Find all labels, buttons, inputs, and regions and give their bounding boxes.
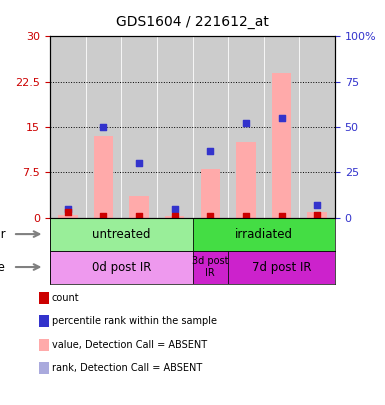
Bar xyxy=(300,36,335,217)
Point xyxy=(278,115,285,121)
Text: percentile rank within the sample: percentile rank within the sample xyxy=(52,316,217,326)
Bar xyxy=(129,196,149,217)
Text: untreated: untreated xyxy=(92,228,151,241)
Bar xyxy=(85,36,121,217)
Point xyxy=(100,213,107,219)
Bar xyxy=(236,142,256,217)
Bar xyxy=(58,215,78,217)
Point xyxy=(243,120,249,127)
Point xyxy=(172,206,178,213)
Point xyxy=(100,124,107,130)
Point xyxy=(243,120,249,127)
Point xyxy=(207,147,213,154)
Bar xyxy=(201,169,220,217)
Bar xyxy=(50,251,192,284)
Bar xyxy=(272,72,291,217)
Point xyxy=(207,213,213,219)
Text: 0d post IR: 0d post IR xyxy=(92,260,151,273)
Point xyxy=(172,213,178,219)
Text: time: time xyxy=(0,260,6,273)
Bar xyxy=(94,136,113,217)
Text: count: count xyxy=(52,293,80,303)
Text: 3d post
IR: 3d post IR xyxy=(192,256,229,278)
Point xyxy=(314,202,320,208)
Bar xyxy=(228,36,264,217)
Text: rank, Detection Call = ABSENT: rank, Detection Call = ABSENT xyxy=(52,363,202,373)
Bar xyxy=(192,36,228,217)
Point xyxy=(243,213,249,219)
Bar xyxy=(228,251,335,284)
Bar xyxy=(307,211,327,217)
Bar xyxy=(50,217,192,251)
Point xyxy=(278,115,285,121)
Point xyxy=(136,213,142,220)
Point xyxy=(207,147,213,154)
Bar xyxy=(192,217,335,251)
Text: value, Detection Call = ABSENT: value, Detection Call = ABSENT xyxy=(52,340,207,350)
Point xyxy=(172,206,178,213)
Bar xyxy=(192,251,228,284)
Point xyxy=(136,160,142,166)
Bar xyxy=(264,36,300,217)
Point xyxy=(100,124,107,130)
Point xyxy=(65,208,71,215)
Bar xyxy=(50,36,85,217)
Point xyxy=(65,206,71,213)
Point xyxy=(314,212,320,218)
Bar xyxy=(165,216,184,217)
Bar xyxy=(121,36,157,217)
Text: irradiated: irradiated xyxy=(235,228,293,241)
Point xyxy=(314,202,320,208)
Text: GDS1604 / 221612_at: GDS1604 / 221612_at xyxy=(116,15,269,29)
Point xyxy=(65,206,71,213)
Point xyxy=(278,213,285,219)
Point xyxy=(136,160,142,166)
Text: other: other xyxy=(0,228,6,241)
Bar xyxy=(157,36,192,217)
Text: 7d post IR: 7d post IR xyxy=(252,260,311,273)
